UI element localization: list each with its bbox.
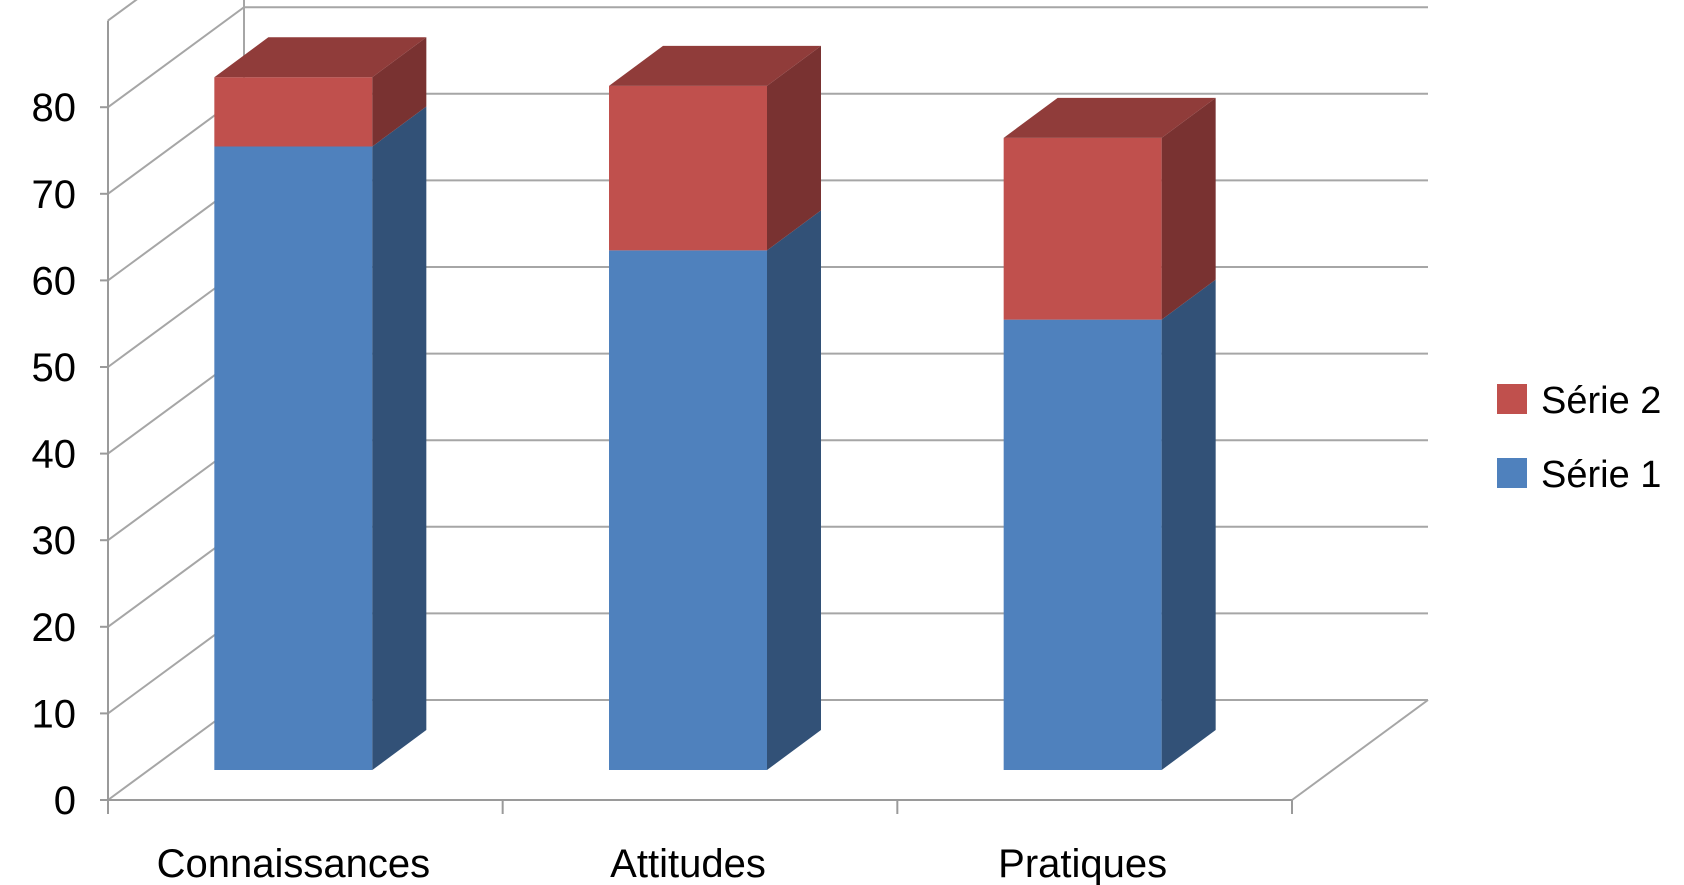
- legend-swatch: [1497, 458, 1527, 488]
- bar-front-face: [609, 85, 767, 251]
- legend-swatch: [1497, 384, 1527, 414]
- y-tick-label: 70: [32, 173, 77, 217]
- legend-label: Série 1: [1541, 454, 1661, 496]
- y-axis-tick-labels: 0 10 20 30 40 50 60 70 80: [32, 86, 77, 823]
- axes: [100, 20, 1293, 814]
- bar-side-face: [372, 106, 427, 771]
- y-tick-label: 80: [32, 86, 77, 130]
- y-tick-label: 40: [32, 433, 77, 477]
- legend: Série 2 Série 1: [1497, 380, 1661, 496]
- bar-top-face: [214, 37, 427, 78]
- bar-side-face: [372, 37, 427, 147]
- y-tick-label: 20: [32, 606, 77, 650]
- y-tick-label: 0: [54, 779, 76, 823]
- x-axis-tick-labels: Connaissances Attitudes Pratiques: [157, 842, 1168, 885]
- floor-right-edge: [1291, 699, 1429, 801]
- bar-segment: [1003, 279, 1216, 770]
- y-tick-label: 50: [32, 346, 77, 390]
- bar-side-face: [767, 45, 821, 251]
- bar-side-face: [1161, 97, 1216, 320]
- x-tick-label: Connaissances: [157, 842, 431, 885]
- bar-front-face: [1003, 319, 1162, 770]
- legend-item: Série 1: [1497, 454, 1661, 496]
- x-tick-label: Pratiques: [998, 842, 1167, 885]
- legend-label: Série 2: [1541, 380, 1661, 422]
- bar-segment: [609, 210, 821, 770]
- bar-side-face: [1161, 279, 1216, 770]
- gridline: [107, 6, 1428, 109]
- bar-top-face: [1003, 97, 1216, 138]
- wall-top-edge: [107, 0, 138, 22]
- bar-segment: [214, 37, 427, 147]
- bar-front-face: [214, 146, 373, 771]
- bar-top-face: [609, 45, 821, 86]
- y-tick-label: 60: [32, 259, 77, 303]
- bar-front-face: [214, 77, 373, 147]
- bar-front-face: [609, 250, 767, 770]
- bar-side-face: [767, 210, 821, 770]
- x-tick-label: Attitudes: [610, 842, 766, 885]
- bars: [214, 37, 1216, 771]
- bar-front-face: [1003, 137, 1162, 320]
- bar-segment: [1003, 97, 1216, 320]
- bar-segment: [214, 106, 427, 771]
- y-tick-label: 30: [32, 519, 77, 563]
- bar-segment: [609, 45, 821, 251]
- legend-item: Série 2: [1497, 380, 1661, 422]
- y-tick-label: 10: [32, 692, 77, 736]
